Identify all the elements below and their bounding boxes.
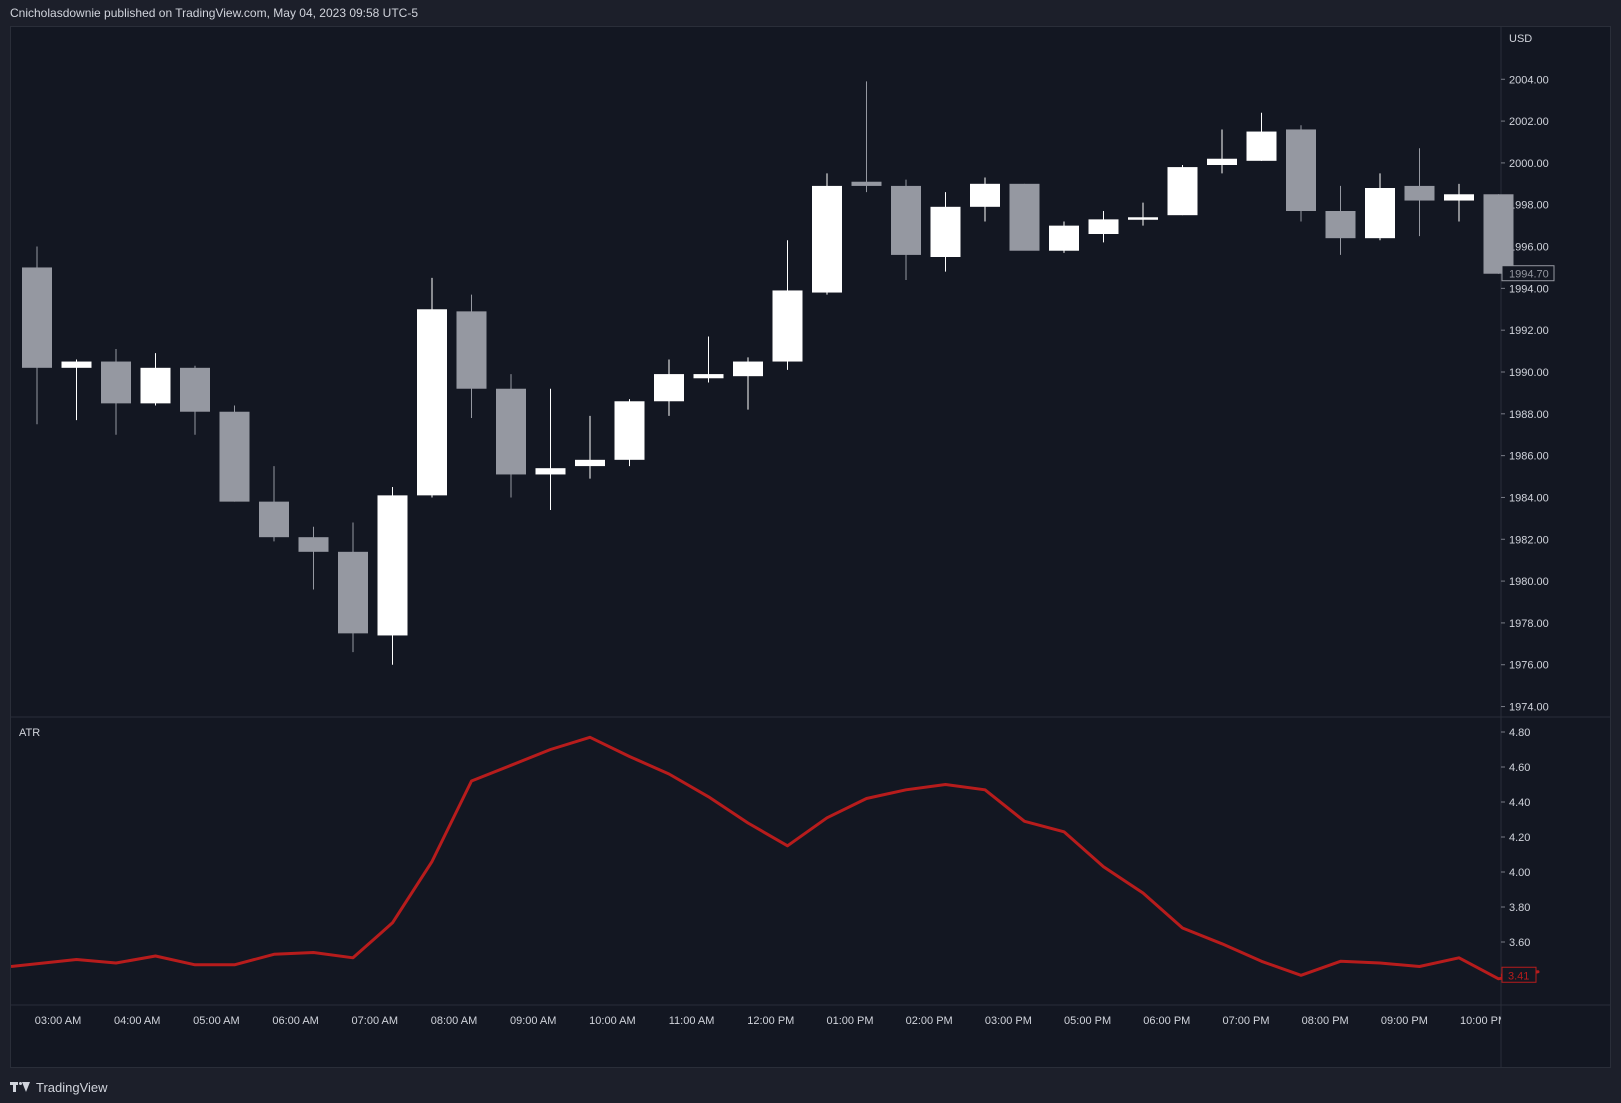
candle-body[interactable]: [456, 311, 487, 389]
candle-body[interactable]: [140, 367, 171, 404]
candle-body[interactable]: [1009, 183, 1040, 251]
time-axis-label: 06:00 PM: [1143, 1015, 1190, 1027]
time-axis-label: 07:00 PM: [1222, 1015, 1269, 1027]
candle-body[interactable]: [970, 183, 1000, 207]
candle-body[interactable]: [1365, 188, 1395, 239]
atr-tick-label: 4.40: [1509, 797, 1530, 809]
price-tick-label: 1984.00: [1509, 492, 1549, 504]
chart-frame[interactable]: 2004.00 2002.00 2000.00 1998.00 1996.00 1994.…: [10, 26, 1611, 1068]
candle-body[interactable]: [1286, 129, 1316, 211]
candle-body[interactable]: [1483, 194, 1514, 274]
candle-body[interactable]: [22, 267, 52, 368]
candle-body[interactable]: [1128, 217, 1158, 220]
time-axis-label: 10:00 AM: [589, 1015, 635, 1027]
price-tick-label: 1980.00: [1509, 576, 1549, 588]
time-axis-label: 08:00 AM: [431, 1015, 477, 1027]
candle-body[interactable]: [614, 401, 645, 460]
candle-body[interactable]: [1167, 167, 1198, 216]
time-axis-label: 01:00 PM: [826, 1015, 873, 1027]
price-tick-label: 1998.00: [1509, 200, 1549, 212]
candle-body[interactable]: [891, 185, 921, 255]
atr-title: ATR: [19, 727, 40, 739]
candle-body[interactable]: [417, 309, 447, 496]
candle-body[interactable]: [851, 181, 882, 186]
price-tick-label: 1992.00: [1509, 325, 1549, 337]
time-axis-label: 08:00 PM: [1302, 1015, 1349, 1027]
time-axis-label: 06:00 AM: [272, 1015, 318, 1027]
price-tick-label: 1982.00: [1509, 534, 1549, 546]
candle-body[interactable]: [812, 185, 842, 293]
price-tick-label: 1976.00: [1509, 660, 1549, 672]
candle-body[interactable]: [575, 459, 605, 467]
time-axis-label: 05:00 AM: [193, 1015, 239, 1027]
time-axis-label: 09:00 AM: [510, 1015, 556, 1027]
footer-brand-label: TradingView: [36, 1079, 108, 1095]
atr-tick-label: 4.00: [1509, 867, 1530, 879]
time-axis-label: 03:00 PM: [985, 1015, 1032, 1027]
price-tick-label: 2002.00: [1509, 116, 1549, 128]
time-axis-label: 04:00 AM: [114, 1015, 160, 1027]
atr-line[interactable]: [11, 735, 1540, 981]
candle-body[interactable]: [61, 361, 92, 368]
tradingview-logo-icon: [10, 1081, 30, 1093]
candle-body[interactable]: [259, 501, 289, 538]
time-axis-label: 03:00 AM: [35, 1015, 81, 1027]
candle-body[interactable]: [338, 551, 368, 634]
candle-body[interactable]: [1049, 225, 1079, 251]
atr-tick-label: 3.60: [1509, 937, 1530, 949]
candle-body[interactable]: [377, 495, 408, 636]
time-axis-label: 12:00 PM: [747, 1015, 794, 1027]
candle-body[interactable]: [1207, 158, 1237, 165]
candle-body[interactable]: [733, 361, 763, 377]
last-price-label: 1994.70: [1509, 269, 1549, 281]
publish-header: Cnicholasdownie published on TradingView…: [10, 6, 419, 20]
time-axis-label: 09:00 PM: [1381, 1015, 1428, 1027]
atr-tick-label: 4.60: [1509, 762, 1530, 774]
price-tick-label: 1994.00: [1509, 283, 1549, 295]
time-axis-label: 11:00 AM: [669, 1015, 715, 1027]
price-tick-label: 2000.00: [1509, 158, 1549, 170]
atr-last-value-label: 3.41: [1508, 970, 1529, 982]
atr-tick-label: 4.20: [1509, 832, 1530, 844]
candle-body[interactable]: [693, 374, 724, 379]
price-tick-label: 1996.00: [1509, 242, 1549, 254]
candle-body[interactable]: [298, 537, 329, 552]
time-axis-label: 07:00 AM: [352, 1015, 398, 1027]
chart-canvas[interactable]: 2004.00 2002.00 2000.00 1998.00 1996.00 1994.…: [11, 27, 1610, 1067]
time-axis-label: 02:00 PM: [906, 1015, 953, 1027]
candle-body[interactable]: [930, 206, 961, 257]
candle-body[interactable]: [654, 374, 684, 402]
price-tick-label: 1988.00: [1509, 409, 1549, 421]
candle-body[interactable]: [535, 468, 566, 475]
candle-body[interactable]: [101, 361, 131, 404]
atr-tick-label: 4.80: [1509, 727, 1530, 739]
candle-body[interactable]: [772, 290, 803, 362]
candle-body[interactable]: [1088, 219, 1119, 234]
candle-body[interactable]: [496, 388, 526, 475]
time-axis-label: 05:00 PM: [1064, 1015, 1111, 1027]
candle-body[interactable]: [1325, 211, 1356, 239]
candle-body[interactable]: [180, 367, 210, 412]
price-tick-label: 2004.00: [1509, 74, 1549, 86]
price-tick-label: 1978.00: [1509, 618, 1549, 630]
footer-brand[interactable]: TradingView: [10, 1077, 108, 1097]
candle-body[interactable]: [1444, 194, 1474, 201]
currency-label: USD: [1509, 33, 1532, 45]
price-tick-label: 1986.00: [1509, 451, 1549, 463]
price-tick-label: 1974.00: [1509, 702, 1549, 714]
candle-body[interactable]: [1404, 185, 1435, 201]
candle-body[interactable]: [219, 411, 250, 502]
candle-body[interactable]: [1246, 131, 1277, 161]
price-tick-label: 1990.00: [1509, 367, 1549, 379]
last-price-box: [1501, 265, 1555, 282]
atr-tick-label: 3.80: [1509, 902, 1530, 914]
atr-last-value-box: [1501, 966, 1537, 983]
time-axis-label: 10:00 PM: [1460, 1015, 1507, 1027]
